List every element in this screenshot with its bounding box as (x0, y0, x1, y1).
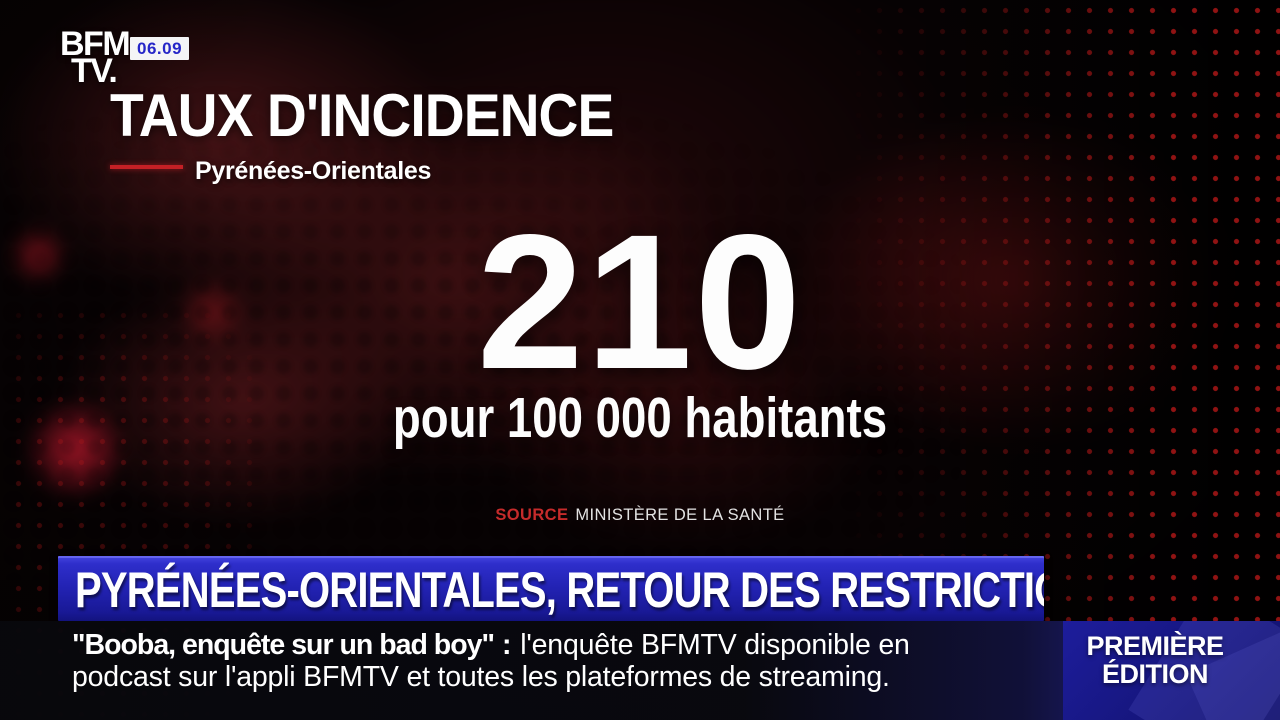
ticker-regular-segment-line1: l'enquête BFMTV disponible en (520, 629, 910, 661)
headline-text: PYRÉNÉES-ORIENTALES, RETOUR DES RESTRICT… (75, 562, 1044, 618)
headline-banner: PYRÉNÉES-ORIENTALES, RETOUR DES RESTRICT… (58, 556, 1044, 621)
news-ticker: "Booba, enquête sur un bad boy": l'enquêt… (0, 621, 1066, 720)
source-label: SOURCE (495, 506, 569, 524)
bfmtv-logo-line1: BFM (60, 25, 131, 63)
premiere-edition-badge: PREMIÈRE ÉDITION (1063, 621, 1280, 720)
clock-badge: 06.09 (130, 37, 190, 60)
edition-label: PREMIÈRE ÉDITION (1075, 632, 1235, 688)
red-dot-grid-right (848, 0, 1280, 621)
region-label: Pyrénées-Orientales (195, 157, 432, 185)
incidence-unit: pour 100 000 habitants (392, 386, 888, 450)
ticker-text: "Booba, enquête sur un bad boy": l'enquêt… (72, 629, 1002, 693)
ticker-regular-segment-line2: podcast sur l'appli BFMTV et toutes les … (72, 660, 890, 693)
ticker-bold-segment: "Booba, enquête sur un bad boy" (72, 629, 495, 661)
infographic-subtitle-row: Pyrénées-Orientales (110, 156, 431, 186)
edition-label-line1: PREMIÈRE (1086, 631, 1224, 661)
bfmtv-logo: BFM TV. (60, 25, 131, 90)
source-name: MINISTÈRE DE LA SANTÉ (575, 506, 785, 524)
incidence-value: 210 (476, 194, 804, 409)
source-row: SOURCE MINISTÈRE DE LA SANTÉ (0, 506, 1280, 524)
bfmtv-logo-line2: TV. (71, 52, 118, 90)
ticker-separator: : (501, 629, 512, 661)
red-accent-line (110, 165, 183, 169)
infographic-title: TAUX D'INCIDENCE (110, 82, 614, 149)
edition-label-line2: ÉDITION (1101, 659, 1209, 689)
